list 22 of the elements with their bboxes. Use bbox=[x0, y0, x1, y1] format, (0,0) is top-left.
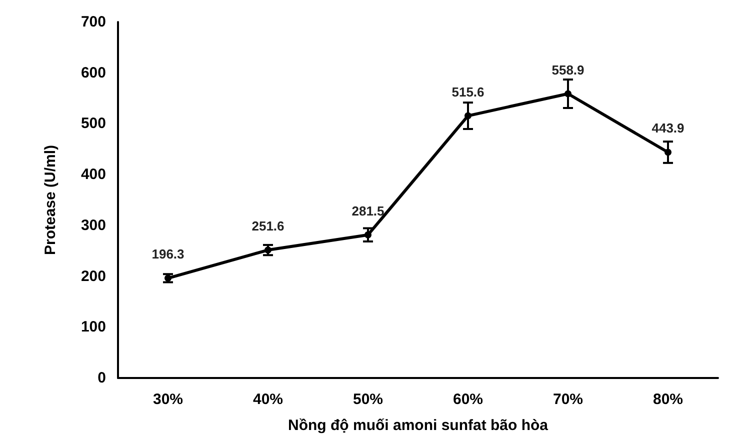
data-label: 515.6 bbox=[452, 84, 484, 100]
y-tick-label: 0 bbox=[98, 370, 106, 386]
y-axis-title: Protease (U/ml) bbox=[42, 144, 59, 256]
x-tick-label: 30% bbox=[152, 391, 184, 408]
data-label: 196.3 bbox=[152, 246, 184, 262]
y-tick-label: 500 bbox=[80, 115, 106, 132]
y-tick-label: 100 bbox=[80, 318, 106, 336]
x-tick-label: 80% bbox=[652, 391, 684, 408]
data-label: 281.5 bbox=[352, 203, 384, 218]
x-axis-title: Nồng độ muối amoni sunfat bão hòa bbox=[288, 417, 549, 434]
data-label: 443.9 bbox=[652, 120, 684, 136]
x-tick-label: 50% bbox=[352, 391, 384, 408]
y-tick-label: 200 bbox=[80, 268, 106, 285]
x-tick-label: 60% bbox=[452, 391, 484, 408]
y-tick-label: 400 bbox=[80, 166, 106, 184]
data-label: 251.6 bbox=[252, 218, 284, 234]
x-tick-label: 70% bbox=[552, 391, 584, 408]
x-tick-label: 40% bbox=[252, 391, 284, 408]
y-tick-label: 300 bbox=[80, 216, 106, 234]
y-tick-label: 600 bbox=[80, 64, 106, 82]
data-label: 558.9 bbox=[552, 62, 584, 78]
y-tick-label: 700 bbox=[80, 14, 106, 30]
